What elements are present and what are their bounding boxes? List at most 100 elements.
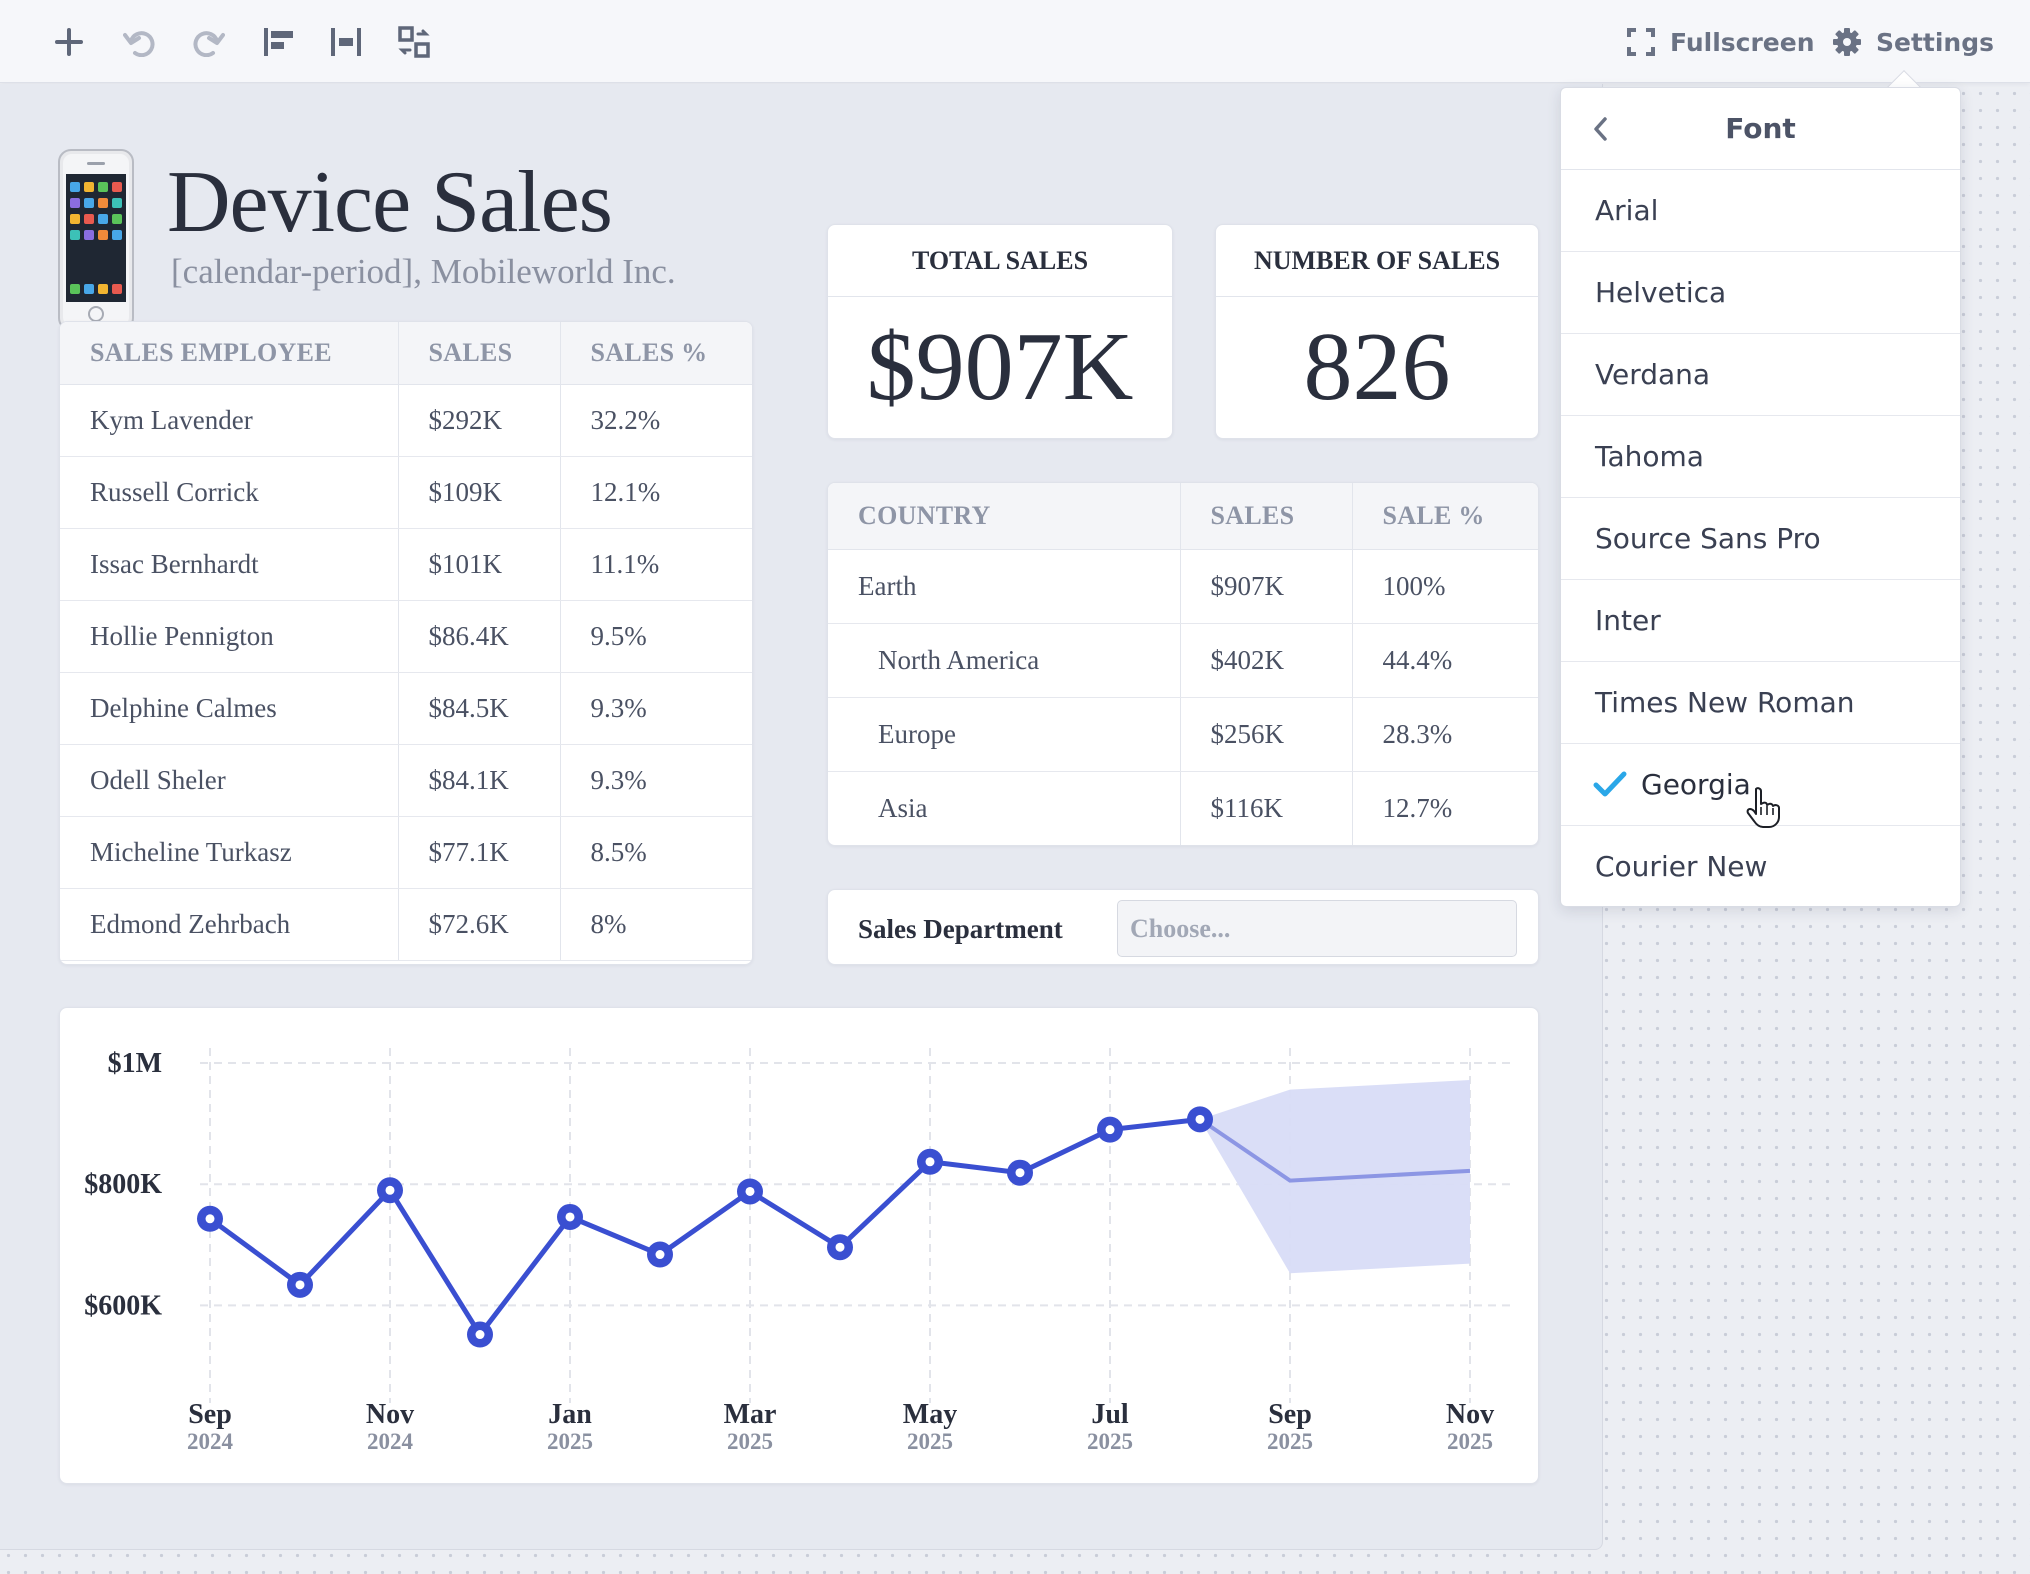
data-point-center <box>385 1185 395 1195</box>
data-point-center <box>655 1250 665 1260</box>
x-tick-month: Sep <box>1268 1399 1312 1430</box>
x-tick-month: May <box>903 1399 957 1430</box>
country-sales-percent: 12.7% <box>1351 771 1538 845</box>
x-tick-year: 2025 <box>547 1429 593 1454</box>
employee-name: Delphine Calmes <box>60 672 398 745</box>
data-point-center <box>565 1212 575 1222</box>
table-row[interactable]: Asia $116K 12.7% <box>828 771 1538 845</box>
employee-sales: $84.5K <box>397 672 560 745</box>
data-point-center <box>1195 1114 1205 1124</box>
distribute-icon[interactable] <box>320 16 372 68</box>
forecast-line <box>1198 1117 1471 1183</box>
employee-sales: $292K <box>397 384 560 457</box>
kpi-label: TOTAL SALES <box>828 225 1172 297</box>
font-option-inter[interactable]: Inter <box>1561 580 1960 662</box>
x-tick-year: 2024 <box>187 1429 234 1454</box>
font-option-arial[interactable]: Arial <box>1561 170 1960 252</box>
data-point-center <box>1105 1125 1115 1135</box>
employee-name: Micheline Turkasz <box>60 816 398 889</box>
y-tick-label: $600K <box>84 1290 162 1321</box>
column-header[interactable]: SALE % <box>1351 483 1538 550</box>
table-row[interactable]: Earth $907K 100% <box>828 549 1538 624</box>
redo-icon[interactable] <box>182 16 234 68</box>
data-point-center <box>205 1214 215 1224</box>
table-row[interactable]: Issac Bernhardt $101K 11.1% <box>60 528 752 601</box>
country-sales-table: COUNTRY SALES SALE % Earth $907K 100% Nort… <box>827 482 1539 846</box>
x-tick-month: Sep <box>188 1399 232 1430</box>
employee-name: Edmond Zehrbach <box>60 888 398 961</box>
x-tick-year: 2024 <box>367 1429 414 1454</box>
column-header[interactable]: SALES <box>397 322 560 385</box>
employee-name: Issac Bernhardt <box>60 528 398 601</box>
x-tick-month: Nov <box>366 1399 414 1430</box>
font-menu-title: Font <box>1725 112 1796 145</box>
x-tick-month: Jul <box>1091 1399 1129 1430</box>
phone-image <box>58 149 134 331</box>
chevron-left-icon[interactable] <box>1585 112 1619 146</box>
fullscreen-label: Fullscreen <box>1670 27 1815 57</box>
x-tick-year: 2025 <box>1087 1429 1133 1454</box>
column-header[interactable]: SALES EMPLOYEE <box>60 322 398 385</box>
table-row[interactable]: Europe $256K 28.3% <box>828 697 1538 772</box>
employee-sales-percent: 11.1% <box>559 528 752 601</box>
table-row[interactable]: Delphine Calmes $84.5K 9.3% <box>60 672 752 745</box>
employee-sales-percent: 32.2% <box>559 384 752 457</box>
country-sales: $116K <box>1179 771 1352 845</box>
undo-icon[interactable] <box>114 16 166 68</box>
table-row[interactable]: Odell Sheler $84.1K 9.3% <box>60 744 752 817</box>
font-option-courier-new[interactable]: Courier New <box>1595 850 1768 883</box>
table-row[interactable]: North America $402K 44.4% <box>828 623 1538 698</box>
employee-sales: $101K <box>397 528 560 601</box>
kpi-label: NUMBER OF SALES <box>1216 225 1538 297</box>
x-tick-month: Mar <box>724 1399 777 1430</box>
swap-layout-icon[interactable] <box>388 16 440 68</box>
data-point-center <box>295 1280 305 1290</box>
x-tick-year: 2025 <box>1447 1429 1493 1454</box>
country-sales-percent: 28.3% <box>1351 697 1538 772</box>
table-row[interactable]: Micheline Turkasz $77.1K 8.5% <box>60 816 752 889</box>
page-title: Device Sales <box>167 154 613 251</box>
sales-department-filter: Sales Department Choose... <box>827 889 1539 965</box>
table-row[interactable]: Hollie Pennigton $86.4K 9.5% <box>60 600 752 673</box>
font-option-times-new-roman[interactable]: Times New Roman <box>1561 662 1960 744</box>
sales-trend-chart: $1M $800K $600K Sep 2024 Nov 2024 Jan 2025 Mar 202… <box>59 1007 1539 1484</box>
data-point-center <box>475 1330 485 1340</box>
total-sales-card: TOTAL SALES $907K <box>827 224 1173 439</box>
column-header[interactable]: SALES <box>1179 483 1352 550</box>
employee-sales-percent: 9.3% <box>559 672 752 745</box>
table-row[interactable]: Kym Lavender $292K 32.2% <box>60 384 752 457</box>
country-name: Europe <box>828 697 1180 772</box>
table-row[interactable]: Russell Corrick $109K 12.1% <box>60 456 752 529</box>
x-tick-month: Nov <box>1446 1399 1494 1430</box>
country-name: Asia <box>828 771 1180 845</box>
country-sales-percent: 44.4% <box>1351 623 1538 698</box>
align-left-icon[interactable] <box>253 16 305 68</box>
settings-button[interactable]: Settings <box>1832 16 1994 68</box>
employee-sales-percent: 9.5% <box>559 600 752 673</box>
column-header[interactable]: SALES % <box>559 322 752 385</box>
country-sales: $402K <box>1179 623 1352 698</box>
employee-sales-percent: 12.1% <box>559 456 752 529</box>
column-header[interactable]: COUNTRY <box>828 483 1180 550</box>
x-tick-year: 2025 <box>727 1429 773 1454</box>
x-tick-year: 2025 <box>907 1429 953 1454</box>
font-option-verdana[interactable]: Verdana <box>1561 334 1960 416</box>
settings-label: Settings <box>1876 27 1995 57</box>
fullscreen-button[interactable]: Fullscreen <box>1626 16 1815 68</box>
font-option-helvetica[interactable]: Helvetica <box>1561 252 1960 334</box>
hand-cursor-icon <box>1746 787 1780 828</box>
add-icon[interactable] <box>43 16 95 68</box>
data-point-center <box>835 1242 845 1252</box>
employee-sales: $72.6K <box>397 888 560 961</box>
font-option-tahoma[interactable]: Tahoma <box>1561 416 1960 498</box>
number-of-sales-card: NUMBER OF SALES 826 <box>1215 224 1539 439</box>
country-sales: $907K <box>1179 549 1352 624</box>
y-tick-label: $800K <box>84 1169 162 1200</box>
sales-department-select[interactable]: Choose... <box>1117 900 1517 957</box>
font-option-source-sans-pro[interactable]: Source Sans Pro <box>1561 498 1960 580</box>
table-row[interactable]: Edmond Zehrbach $72.6K 8% <box>60 888 752 961</box>
x-tick-month: Jan <box>548 1399 592 1430</box>
data-point-center <box>925 1157 935 1167</box>
y-tick-label: $1M <box>108 1048 162 1079</box>
employee-name: Hollie Pennigton <box>60 600 398 673</box>
